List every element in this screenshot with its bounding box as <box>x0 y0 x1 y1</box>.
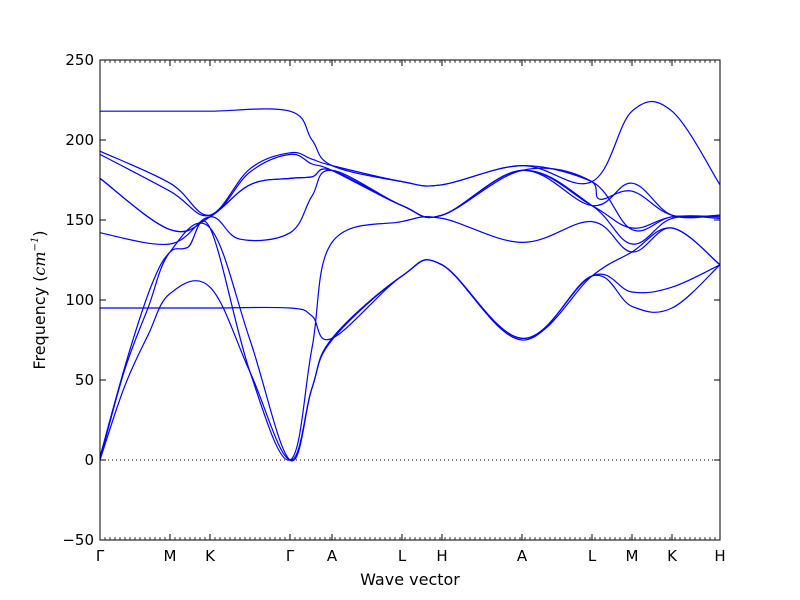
y-axis-label-close: ) <box>30 230 49 236</box>
y-tick-label: 250 <box>65 51 94 69</box>
series-line-2 <box>99 222 721 462</box>
y-tick-label: −50 <box>62 531 94 549</box>
tick-labels-layer: −50 0 50 100 150 200 250 Γ M K Γ A L H A L M K H <box>62 51 725 565</box>
x-tick-label: Γ <box>286 547 295 565</box>
series-line-10 <box>99 167 721 233</box>
x-tick-label: H <box>714 547 725 565</box>
y-axis-label: Frequency (cm−1) <box>30 230 49 369</box>
y-tick-label: 150 <box>65 211 94 229</box>
y-tick-label: 50 <box>75 371 94 389</box>
x-tick-label: H <box>436 547 447 565</box>
x-tick-label: M <box>164 547 177 565</box>
series-line-4 <box>99 227 721 341</box>
x-tick-label: K <box>205 547 216 565</box>
y-axis-label-text: Frequency ( <box>30 276 49 370</box>
y-axis-label-exponent: −1 <box>30 237 41 252</box>
x-tick-label: K <box>667 547 678 565</box>
x-tick-label: M <box>626 547 639 565</box>
series-line-9 <box>100 100 721 187</box>
x-tick-label: L <box>398 547 407 565</box>
x-tick-label: L <box>588 547 597 565</box>
y-axis-label-unit: cm <box>30 251 49 275</box>
y-tick-label: 200 <box>65 131 94 149</box>
x-tick-label: A <box>327 547 338 565</box>
x-axis-label: Wave vector <box>360 570 460 589</box>
series-layer <box>99 100 721 462</box>
y-tick-label: 0 <box>84 451 94 469</box>
x-tick-label: A <box>517 547 528 565</box>
y-tick-label: 100 <box>65 291 94 309</box>
series-line-5 <box>99 169 721 246</box>
series-line-3 <box>99 216 721 461</box>
x-tick-label: Γ <box>96 547 105 565</box>
plot-frame <box>99 59 721 541</box>
